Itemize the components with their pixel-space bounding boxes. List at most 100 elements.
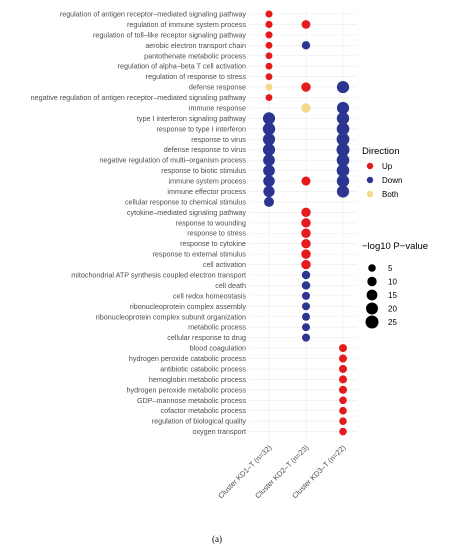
data-point-down <box>336 185 350 198</box>
legend-size-key <box>366 289 378 301</box>
data-point-up <box>339 406 347 415</box>
data-point-up <box>339 344 347 353</box>
data-point-down <box>262 133 276 146</box>
term-label: hemoglobin metabolic process <box>149 375 246 384</box>
data-point-down <box>336 153 350 167</box>
data-point-up <box>265 73 273 81</box>
data-point-down <box>301 281 311 290</box>
data-point-up <box>301 207 311 218</box>
term-label: defense response to virus <box>164 145 247 154</box>
data-point-up <box>265 62 273 70</box>
data-point-down <box>302 333 310 342</box>
legend-size-key <box>365 315 379 329</box>
legend-direction-title: Direction <box>362 146 400 157</box>
term-label: regulation of antigen receptor–mediated … <box>60 10 247 19</box>
data-point-down <box>336 132 350 146</box>
term-label: blood coagulation <box>190 344 246 353</box>
term-label: immune effector process <box>167 187 246 196</box>
term-label: defense response <box>189 83 246 92</box>
data-point-down <box>336 112 350 125</box>
legend-key-up <box>366 162 374 170</box>
legend-size-label: 5 <box>388 264 393 273</box>
term-label: response to cytokine <box>180 239 246 248</box>
legend-size-label: 20 <box>388 305 397 314</box>
data-point-up <box>339 354 347 363</box>
legend-size-label: 10 <box>388 278 397 287</box>
term-label: cellular response to drug <box>167 333 246 342</box>
term-label: response to biotic stimulus <box>161 166 246 175</box>
data-point-up <box>301 176 311 186</box>
data-point-down <box>263 164 275 177</box>
term-label: negative regulation of multi–organism pr… <box>99 156 246 165</box>
data-point-up <box>265 31 273 39</box>
term-label: GDP–mannose metabolic process <box>137 396 246 405</box>
data-point-down <box>302 323 310 332</box>
data-point-up <box>265 41 273 49</box>
term-label: response to wounding <box>176 218 246 227</box>
data-point-up <box>301 228 311 238</box>
data-point-up <box>339 417 347 425</box>
legend-key-down <box>366 176 374 184</box>
data-point-down <box>336 122 350 136</box>
data-point-down <box>336 164 350 177</box>
legend-size-label: 25 <box>388 318 397 327</box>
term-label: cytokine–mediated signaling pathway <box>127 208 246 217</box>
term-label: cofactor metabolic process <box>161 406 247 415</box>
term-label: response to stress <box>187 229 246 238</box>
legend: Direction Up Down Both −log10 P−value 5 10 1… <box>362 146 428 329</box>
data-point-down <box>336 80 350 94</box>
term-label: ribonucleoprotein complex assembly <box>130 302 247 311</box>
term-label: mitochondrial ATP synthesis coupled elec… <box>71 271 246 280</box>
data-point-up <box>265 52 273 60</box>
legend-label-both: Both <box>382 190 398 199</box>
term-label: regulation of toll–like receptor signali… <box>93 30 246 39</box>
legend-size-label: 15 <box>388 291 397 300</box>
term-label: regulation of alpha–beta T cell activati… <box>118 62 246 71</box>
term-label: cellular response to chemical stimulus <box>125 197 246 206</box>
term-label: cell death <box>215 281 246 290</box>
term-label: response to type I interferon <box>157 124 247 133</box>
term-label: regulation of biological quality <box>152 417 247 426</box>
legend-size-key <box>366 302 378 315</box>
legend-label-down: Down <box>382 176 402 185</box>
data-point-up <box>339 427 347 436</box>
data-point-down <box>263 154 275 167</box>
legend-key-both <box>366 190 374 198</box>
term-label: response to external stimulus <box>153 250 247 259</box>
term-label: hydrogen peroxide metabolic process <box>127 385 247 394</box>
data-point-up <box>301 218 311 228</box>
data-point-up <box>265 10 273 18</box>
x-axis-labels: Cluster KD1–T (n=32)Cluster KD2–T (n=23)… <box>216 443 347 500</box>
term-label: regulation of response to stress <box>146 72 247 81</box>
data-point-down <box>336 143 350 157</box>
data-point-up <box>339 375 347 384</box>
data-point-down <box>302 312 310 321</box>
figure-caption: (a) <box>212 534 222 544</box>
term-label: oxygen transport <box>192 427 246 436</box>
data-point-up <box>301 249 311 259</box>
data-point-down <box>302 302 310 311</box>
data-point-up <box>301 20 311 29</box>
term-label: antibiotic catabolic process <box>160 364 246 373</box>
legend-size-key <box>368 264 376 272</box>
data-point-up <box>339 396 347 405</box>
legend-size-title: −log10 P−value <box>362 241 428 252</box>
data-point-up <box>339 385 347 394</box>
data-point-up <box>339 364 347 373</box>
term-label: aerobic electron transport chain <box>145 41 246 50</box>
data-point-down <box>302 291 310 300</box>
term-label: pantothenate metabolic process <box>144 51 246 60</box>
term-label: regulation of immune system process <box>127 20 246 29</box>
term-label: immune system process <box>169 177 247 186</box>
term-label: cell activation <box>203 260 246 269</box>
data-point-down <box>262 112 276 125</box>
term-label: response to virus <box>191 135 246 144</box>
term-label: immune response <box>189 103 246 112</box>
term-label: cell redox homeostasis <box>173 291 247 300</box>
data-point-both <box>301 103 311 113</box>
legend-size-key <box>367 276 377 287</box>
term-labels: regulation of antigen receptor–mediated … <box>31 10 247 437</box>
data-point-up <box>265 20 273 28</box>
data-point-down <box>336 101 350 115</box>
